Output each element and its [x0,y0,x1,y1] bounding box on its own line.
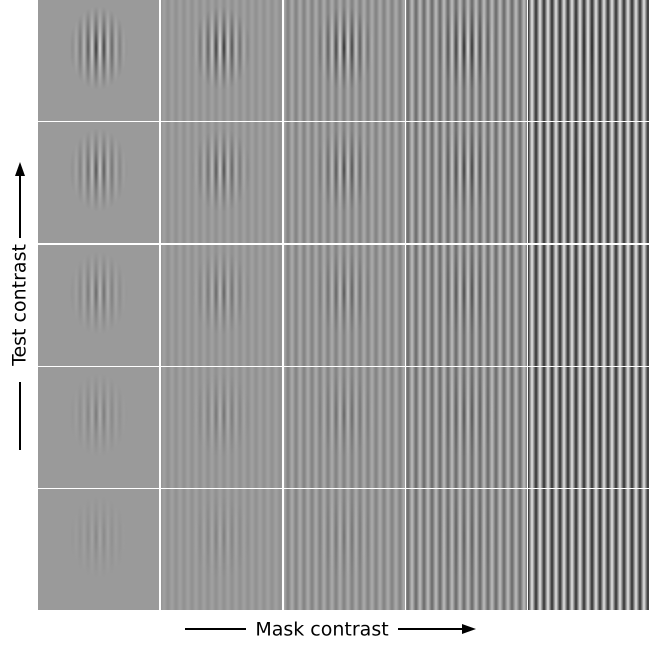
stimulus-cell [528,122,649,243]
test-gabor [161,489,282,610]
stimulus-grid [38,0,649,610]
stimulus-cell [406,367,527,488]
stimulus-cell [38,122,159,243]
stimulus-cell [284,245,405,366]
stimulus-cell [406,122,527,243]
test-gabor [38,489,159,610]
stimulus-cell [528,367,649,488]
x-arrowhead [462,624,476,634]
test-gabor [161,245,282,366]
stimulus-cell [161,489,282,610]
test-gabor [38,245,159,366]
stimulus-cell [406,0,527,121]
page: Mask contrast Test contrast (() => { con… [0,0,660,644]
stimulus-cell [528,0,649,121]
test-gabor [284,0,405,121]
test-gabor [161,367,282,488]
y-arrowhead [15,162,25,176]
test-gabor [284,122,405,243]
test-gabor [38,367,159,488]
test-gabor [284,489,405,610]
stimulus-cell [528,245,649,366]
test-gabor [284,367,405,488]
test-gabor [406,489,527,610]
test-gabor [406,245,527,366]
test-gabor [406,122,527,243]
test-gabor [38,122,159,243]
test-gabor [161,122,282,243]
test-gabor [406,0,527,121]
test-gabor [528,489,649,610]
x-axis-label: Mask contrast [255,619,388,641]
stimulus-cell [406,489,527,610]
test-gabor [528,245,649,366]
stimulus-cell [528,489,649,610]
figure: Mask contrast Test contrast [0,0,660,644]
stimulus-cell [38,245,159,366]
test-gabor [284,245,405,366]
stimulus-cell [284,0,405,121]
test-gabor [528,367,649,488]
test-gabor [161,0,282,121]
test-gabor [406,367,527,488]
test-gabor [38,0,159,121]
stimulus-cell [38,0,159,121]
stimulus-cell [284,489,405,610]
stimulus-cell [406,245,527,366]
y-axis-label: Test contrast [9,244,31,367]
test-gabor [528,0,649,121]
stimulus-cell [161,367,282,488]
stimulus-cell [161,0,282,121]
stimulus-cell [284,122,405,243]
stimulus-cell [161,122,282,243]
test-gabor [528,122,649,243]
stimulus-cell [38,489,159,610]
stimulus-cell [284,367,405,488]
stimulus-cell [161,245,282,366]
stimulus-cell [38,367,159,488]
